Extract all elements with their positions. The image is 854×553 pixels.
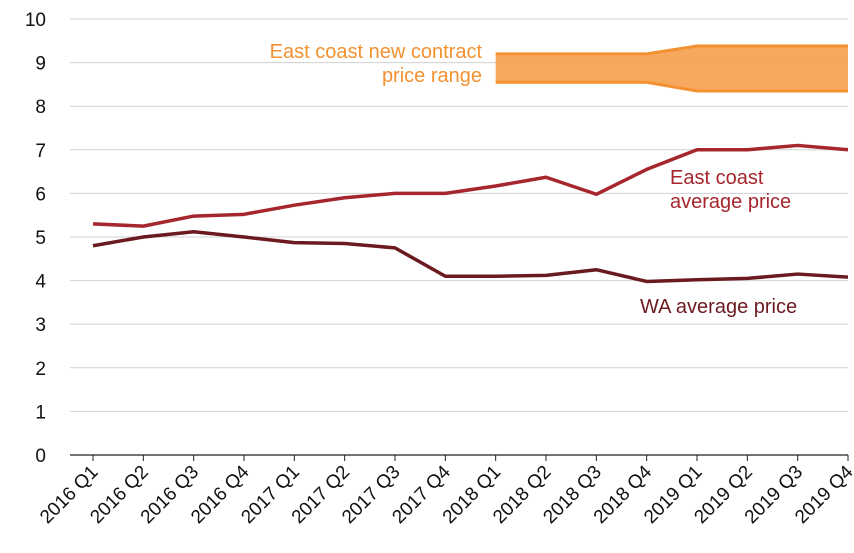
range-edge-low: [495, 80, 848, 93]
series-line: [92, 230, 849, 284]
y-tick-label: 9: [35, 54, 46, 75]
range-label: East coast new contract price range: [269, 41, 482, 87]
y-tick-label: 1: [35, 402, 46, 423]
y-tick-label: 5: [35, 228, 46, 249]
series-line: [92, 143, 849, 228]
y-tick-label: 8: [35, 97, 46, 118]
east-label: East coast average price: [670, 167, 792, 213]
range-area: [495, 46, 848, 91]
y-tick-label: 2: [35, 359, 46, 380]
y-tick-label: 6: [35, 184, 46, 205]
y-tick-label: 7: [35, 141, 46, 162]
range-edge-high: [495, 44, 848, 56]
y-tick-label: 0: [35, 446, 46, 467]
y-tick-label: 3: [35, 315, 46, 336]
wa-label: WA average price: [640, 296, 798, 318]
y-tick-label: 10: [25, 10, 46, 31]
y-tick-label: 4: [35, 272, 46, 293]
